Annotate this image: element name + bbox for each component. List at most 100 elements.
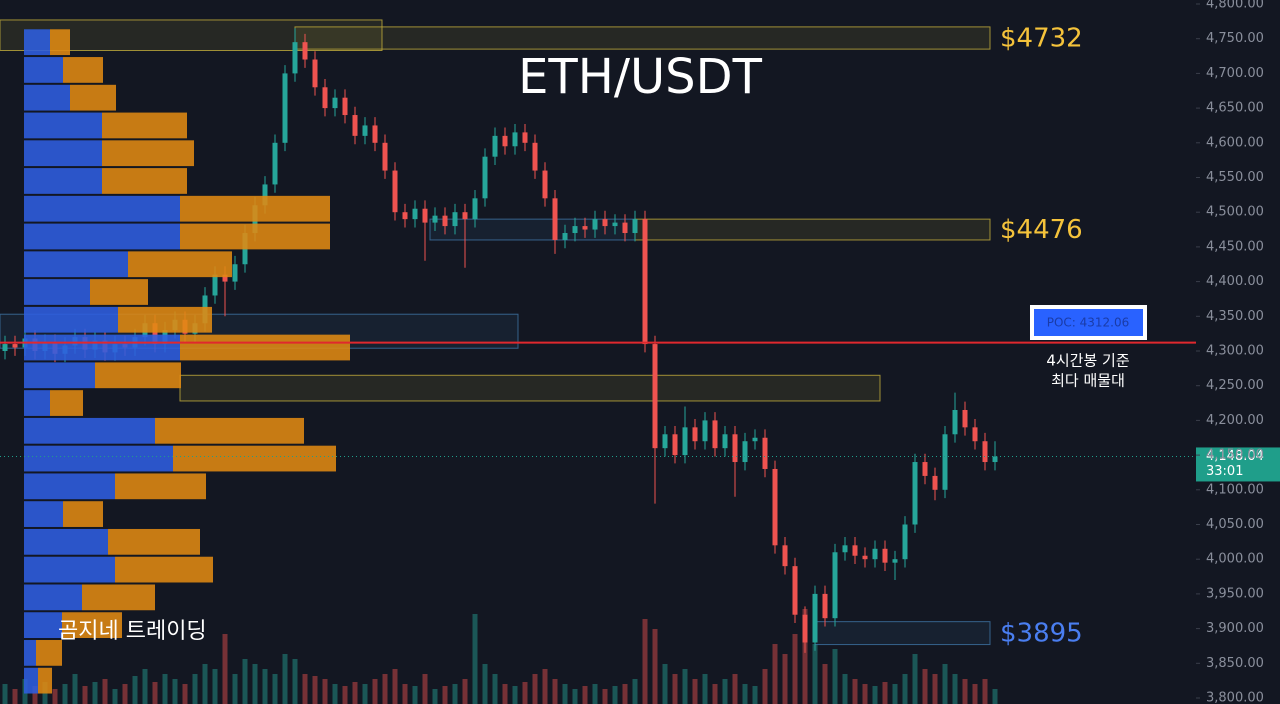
volume-bar <box>202 664 208 704</box>
candle-body <box>892 559 898 563</box>
profile-buy <box>24 667 38 694</box>
profile-buy <box>24 612 62 639</box>
candle-body <box>962 409 968 428</box>
last-price-label: 4,148.04 <box>1206 449 1264 464</box>
y-tick-label: 4,550.00 <box>1206 170 1264 185</box>
profile-buy <box>24 501 63 527</box>
candle-body <box>922 462 928 476</box>
volume-bar <box>562 684 568 704</box>
volume-bar <box>392 669 398 704</box>
candle-body <box>642 219 648 345</box>
volume-bar <box>222 634 228 704</box>
volume-bar <box>362 684 368 704</box>
candle-body <box>302 42 308 60</box>
volume-bar <box>102 679 108 704</box>
profile-buy <box>24 223 180 250</box>
volume-bar <box>742 684 748 704</box>
y-tick-label: 4,800.00 <box>1206 0 1264 12</box>
volume-bar <box>272 674 278 704</box>
candle-body <box>322 87 328 109</box>
volume-bar <box>672 674 678 704</box>
volume-bar <box>192 674 198 704</box>
volume-bar <box>512 686 518 704</box>
profile-sell <box>50 390 83 416</box>
volume-bar <box>232 674 238 704</box>
candle-body <box>462 212 468 220</box>
candle-body <box>692 427 698 442</box>
volume-bar <box>482 664 488 704</box>
volume-bar <box>762 669 768 704</box>
volume-bar <box>572 689 578 704</box>
y-tick-label: 4,350.00 <box>1206 309 1264 324</box>
volume-bar <box>322 679 328 704</box>
candle-body <box>442 215 448 227</box>
volume-bar <box>652 629 658 704</box>
candle-body <box>352 115 358 136</box>
profile-sell <box>63 57 103 83</box>
candle-body <box>362 125 368 136</box>
volume-bar <box>132 676 138 704</box>
candle-body <box>682 427 688 456</box>
profile-sell <box>102 112 187 139</box>
profile-buy <box>24 362 95 389</box>
volume-bar <box>922 669 928 704</box>
candle-body <box>802 614 808 643</box>
y-tick-label: 4,000.00 <box>1206 552 1264 567</box>
profile-buy <box>24 57 63 83</box>
profile-buy <box>24 473 115 500</box>
volume-bar <box>372 679 378 704</box>
volume-profile-layer <box>24 29 350 694</box>
volume-bar <box>912 654 918 704</box>
volume-bar <box>442 686 448 704</box>
candle-body <box>2 344 8 351</box>
candle-body <box>282 73 288 143</box>
volume-bar <box>292 659 298 704</box>
volume-bar <box>302 674 308 704</box>
candle-body <box>942 434 948 490</box>
volume-bar <box>692 679 698 704</box>
candle-body <box>12 344 18 348</box>
candle-body <box>552 198 558 240</box>
candle-body <box>972 427 978 442</box>
y-tick-label: 4,750.00 <box>1206 31 1264 46</box>
profile-sell <box>108 528 200 555</box>
candle-body <box>762 437 768 469</box>
y-tick-label: 4,150.00 <box>1206 448 1264 463</box>
profile-buy <box>24 306 118 333</box>
y-tick-label: 4,650.00 <box>1206 101 1264 116</box>
candle-body <box>712 420 718 449</box>
volume-bar <box>342 686 348 704</box>
profile-sell <box>180 334 350 361</box>
candle-body <box>292 42 298 74</box>
y-tick-label: 4,100.00 <box>1206 482 1264 497</box>
y-tick-label: 3,950.00 <box>1206 586 1264 601</box>
volume-bar <box>402 684 408 704</box>
volume-bar <box>432 689 438 704</box>
candle-body <box>792 566 798 615</box>
y-tick-label: 4,200.00 <box>1206 413 1264 428</box>
volume-bar <box>82 686 88 704</box>
candle-body <box>952 409 958 435</box>
candle-body <box>702 420 708 442</box>
profile-buy <box>24 84 70 111</box>
volume-bar <box>492 674 498 704</box>
profile-sell <box>118 306 212 333</box>
countdown: 33:01 <box>1206 464 1243 479</box>
poc-label: POC: 4312.06 <box>1047 316 1130 330</box>
candle-body <box>382 142 388 171</box>
candle-body <box>562 233 568 240</box>
candle-body <box>332 97 338 109</box>
volume-bar <box>632 679 638 704</box>
volume-bar <box>822 664 828 704</box>
watermark: 곰지네 트레이딩 <box>58 619 207 644</box>
profile-buy <box>24 445 173 472</box>
volume-bar <box>382 674 388 704</box>
volume-bar <box>152 682 158 704</box>
volume-bar <box>312 676 318 704</box>
profile-buy <box>24 528 108 555</box>
chart-title: ETH/USDT <box>518 49 762 105</box>
profile-sell <box>155 417 304 444</box>
volume-bar <box>602 689 608 704</box>
candle-body <box>262 184 268 206</box>
